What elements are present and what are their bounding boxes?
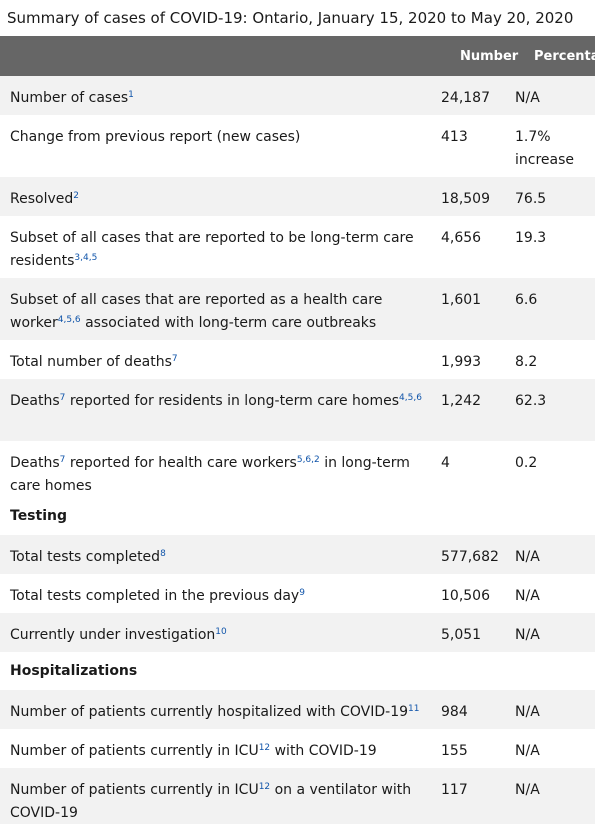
row-percentage: N/A — [515, 782, 540, 798]
row-number: 4,656 — [441, 230, 482, 246]
row-percentage: 0.2 — [515, 455, 538, 471]
footnote-link[interactable]: 3,4,5 — [74, 253, 98, 263]
table-row: Number of patients currently hospitalize… — [0, 690, 595, 729]
row-label: Total tests completed in the previous da… — [10, 588, 305, 604]
table-row: Deaths7 reported for health care workers… — [0, 441, 595, 497]
row-number: 413 — [441, 129, 468, 145]
footnote-link[interactable]: 10 — [215, 627, 227, 637]
table-row: Change from previous report (new cases) … — [0, 115, 595, 177]
row-label: Deaths7 reported for residents in long-t… — [10, 393, 422, 409]
footnote-link[interactable]: 12 — [258, 782, 271, 792]
row-percentage: N/A — [515, 627, 540, 643]
header-number: Number — [460, 48, 519, 64]
row-percentage: N/A — [515, 90, 540, 106]
table-row: Subset of all cases that are reported as… — [0, 278, 595, 340]
footnote-link[interactable]: 5,6,2 — [296, 455, 320, 465]
footnote-link[interactable]: 4,5,6 — [57, 315, 81, 325]
row-percentage: 76.5 — [515, 191, 547, 207]
row-number: 1,242 — [441, 393, 482, 409]
row-number: 577,682 — [441, 549, 499, 565]
row-percentage: N/A — [515, 588, 540, 604]
footnote-link[interactable]: 11 — [408, 704, 420, 714]
footnote-link[interactable]: 8 — [160, 549, 166, 559]
table-row: Subset of all cases that are reported to… — [0, 216, 595, 278]
footnote-link[interactable]: 12 — [258, 743, 271, 753]
row-number: 4 — [441, 455, 450, 471]
row-label: Currently under investigation10 — [10, 627, 227, 643]
row-number: 984 — [441, 704, 468, 720]
row-label: Number of cases1 — [10, 90, 134, 106]
row-number: 5,051 — [441, 627, 482, 643]
row-number: 10,506 — [441, 588, 490, 604]
table-row: Currently under investigation10 5,051 N/… — [0, 613, 595, 652]
row-label: Number of patients currently in ICU12 wi… — [10, 743, 377, 759]
row-number: 24,187 — [441, 90, 490, 106]
footnote-link[interactable]: 7 — [171, 354, 178, 364]
row-label: Change from previous report (new cases) — [10, 129, 301, 145]
row-label: Number of patients currently hospitalize… — [10, 704, 420, 720]
table-header: Number Percentage — [0, 36, 595, 76]
row-percentage: N/A — [515, 704, 540, 720]
row-percentage: 8.2 — [515, 354, 538, 370]
row-percentage: N/A — [515, 743, 540, 759]
table-row: Number of cases1 24,187 N/A — [0, 76, 595, 115]
row-percentage: 62.3 — [515, 393, 547, 409]
row-label: Total tests completed8 — [10, 549, 166, 565]
table-caption: Summary of cases of COVID-19: Ontario, J… — [7, 9, 574, 27]
row-label: Resolved2 — [10, 191, 79, 207]
row-label: Subset of all cases that are reported to… — [10, 230, 414, 269]
row-number: 117 — [441, 782, 468, 798]
table-row: Resolved2 18,509 76.5 — [0, 177, 595, 216]
table-row: Number of patients currently in ICU12 on… — [0, 768, 595, 824]
row-label: Subset of all cases that are reported as… — [10, 292, 383, 331]
footnote-link[interactable]: 7 — [59, 455, 66, 465]
row-label: Total number of deaths7 — [10, 354, 178, 370]
row-number: 1,601 — [441, 292, 482, 308]
footnote-link[interactable]: 2 — [73, 191, 79, 201]
section-heading-hospitalizations: Hospitalizations — [10, 663, 138, 679]
row-number: 18,509 — [441, 191, 490, 207]
row-number: 1,993 — [441, 354, 482, 370]
table-row: Number of patients currently in ICU12 wi… — [0, 729, 595, 768]
row-percentage: 1.7% increase — [515, 129, 575, 168]
table-row: Deaths7 reported for residents in long-t… — [0, 379, 595, 441]
section-heading-testing: Testing — [10, 508, 67, 524]
table-row: Total number of deaths7 1,993 8.2 — [0, 340, 595, 379]
row-percentage: 19.3 — [515, 230, 547, 246]
row-number: 155 — [441, 743, 468, 759]
footnote-link[interactable]: 7 — [59, 393, 66, 403]
table-row: Total tests completed in the previous da… — [0, 574, 595, 613]
row-label: Number of patients currently in ICU12 on… — [10, 782, 412, 821]
table-row: Total tests completed8 577,682 N/A — [0, 535, 595, 574]
footnote-link[interactable]: 4,5,6 — [399, 393, 422, 403]
row-label: Deaths7 reported for health care workers… — [10, 455, 410, 494]
footnote-link[interactable]: 9 — [299, 588, 305, 598]
row-percentage: N/A — [515, 549, 540, 565]
header-percentage: Percentage — [534, 48, 595, 64]
row-percentage: 6.6 — [515, 292, 538, 308]
footnote-link[interactable]: 1 — [128, 90, 134, 100]
